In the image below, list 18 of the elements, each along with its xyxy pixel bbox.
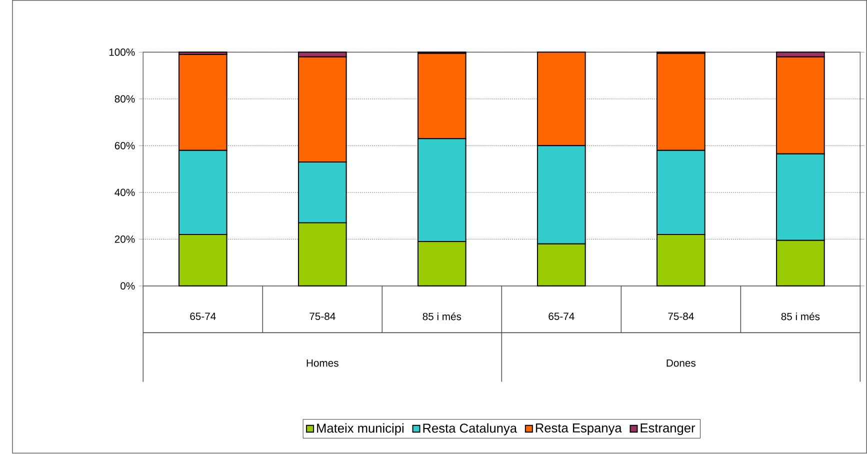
legend-label: Mateix municipi	[317, 424, 404, 436]
x-tick-label: 65-74	[190, 312, 216, 320]
legend-label: Resta Espanya	[536, 424, 622, 436]
text: Dones	[666, 360, 696, 367]
y-tick-label: 60%	[114, 142, 135, 150]
y-tick-label: 20%	[114, 236, 135, 244]
y-tick-label: 100%	[109, 48, 135, 56]
legend-label: Resta Catalunya	[423, 424, 518, 436]
x-tick-label: 75-84	[310, 312, 336, 320]
y-tick-label: 40%	[114, 189, 135, 196]
text: Homes	[306, 360, 338, 367]
legend-label: Estranger	[640, 424, 696, 436]
y-tick-label: 80%	[114, 96, 135, 103]
x-tick-label: 65-74	[548, 312, 574, 320]
x-tick-label: 75-84	[668, 312, 694, 320]
y-tick-label: 0%	[120, 282, 135, 290]
x-tick-label: 85 i més	[781, 312, 820, 320]
x-tick-label: 85 i més	[422, 312, 462, 320]
